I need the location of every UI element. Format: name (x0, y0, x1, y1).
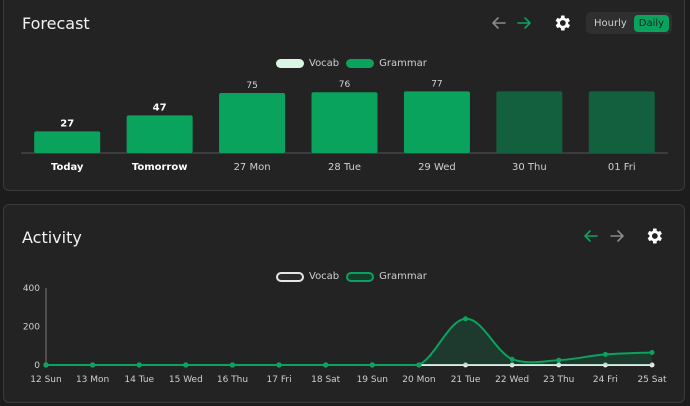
data-point-vocab[interactable] (463, 362, 469, 368)
x-tick-label: 29 Wed (418, 162, 456, 173)
hourly-daily-toggle[interactable]: Hourly Daily (586, 12, 672, 34)
data-point-vocab[interactable] (556, 362, 562, 368)
arrow-left-icon[interactable] (490, 14, 508, 32)
x-tick-label: 15 Wed (169, 375, 203, 385)
x-tick-label: 13 Mon (76, 375, 109, 385)
x-tick-label: 16 Thu (217, 375, 248, 385)
activity-panel: Activity Vocab Grammar 400 200 0 12 Sun 13 … (3, 204, 685, 403)
bar-value-label: 76 (339, 80, 351, 90)
forecast-title: Forecast (22, 14, 90, 33)
legend-swatch-vocab (276, 271, 304, 282)
activity-legend: Vocab Grammar (276, 271, 434, 282)
data-point-vocab[interactable] (602, 362, 608, 368)
gear-icon[interactable] (552, 13, 572, 33)
legend-label-grammar: Grammar (379, 58, 427, 69)
arrow-right-icon[interactable] (608, 227, 626, 245)
forecast-legend: Vocab Grammar (276, 58, 434, 69)
data-point-grammar[interactable] (602, 351, 608, 357)
data-point-grammar[interactable] (509, 356, 515, 362)
data-point-grammar[interactable] (183, 362, 189, 368)
data-point-grammar[interactable] (649, 349, 655, 355)
bar-tomorrow[interactable] (126, 115, 193, 153)
series-area-grammar (46, 318, 652, 365)
bar-30-thu[interactable] (496, 91, 563, 153)
y-tick-label: 0 (34, 361, 40, 371)
data-point-grammar[interactable] (416, 362, 422, 368)
x-tick-label: 27 Mon (234, 162, 271, 173)
bar-29-wed[interactable] (403, 91, 470, 153)
data-point-vocab[interactable] (649, 362, 655, 368)
legend-label-vocab: Vocab (309, 271, 340, 282)
forecast-bar-chart: 27 Today 47 Tomorrow 75 27 Mon 76 28 Tue 77 29 We… (21, 79, 668, 173)
x-tick-label: 22 Wed (495, 375, 529, 385)
data-point-grammar[interactable] (229, 362, 235, 368)
bar-value-label: 77 (431, 79, 442, 89)
x-tick-label: 12 Sun (30, 375, 61, 385)
data-point-vocab[interactable] (509, 362, 515, 368)
x-tick-label: Today (51, 162, 84, 173)
legend-item-vocab[interactable]: Vocab (276, 58, 339, 69)
x-tick-label: 01 Fri (608, 162, 636, 173)
bar-value-label: 47 (153, 102, 167, 113)
x-tick-label: 25 Sat (637, 375, 667, 385)
activity-title: Activity (22, 228, 82, 247)
gear-icon[interactable] (644, 226, 664, 246)
bar-today[interactable] (34, 131, 101, 153)
legend-swatch-vocab (276, 59, 304, 68)
y-tick-label: 200 (23, 323, 40, 333)
activity-line-chart: 400 200 0 12 Sun 13 Mon 14 Tue 15 Wed 16 Thu 17… (23, 284, 667, 385)
data-point-grammar[interactable] (463, 316, 469, 322)
x-tick-label: 21 Tue (451, 375, 481, 385)
forecast-panel: Forecast Hourly Daily Vocab Grammar 27 To… (3, 0, 685, 191)
legend-label-grammar: Grammar (379, 271, 427, 282)
y-tick-label: 400 (23, 284, 40, 294)
x-tick-label: Tomorrow (132, 162, 188, 173)
data-point-grammar[interactable] (90, 362, 96, 368)
legend-item-grammar[interactable]: Grammar (346, 58, 427, 69)
data-point-grammar[interactable] (323, 362, 329, 368)
bar-value-label: 75 (246, 81, 257, 91)
legend-label-vocab: Vocab (309, 58, 340, 69)
x-tick-label: 14 Tue (124, 375, 154, 385)
x-tick-label: 24 Fri (593, 375, 618, 385)
legend-item-vocab[interactable]: Vocab (276, 271, 339, 282)
bar-28-tue[interactable] (311, 92, 378, 153)
data-point-grammar[interactable] (276, 362, 282, 368)
x-tick-label: 23 Thu (543, 375, 574, 385)
toggle-hourly[interactable]: Hourly (594, 17, 627, 29)
x-tick-label: 20 Mon (402, 375, 435, 385)
x-tick-label: 18 Sat (311, 375, 341, 385)
arrow-right-icon[interactable] (515, 14, 533, 32)
x-tick-label: 30 Thu (512, 162, 547, 173)
series-line-grammar (45, 317, 653, 366)
legend-swatch-grammar (346, 271, 375, 282)
data-point-grammar[interactable] (136, 362, 142, 368)
x-tick-label: 19 Sun (357, 375, 388, 385)
bar-27-mon[interactable] (219, 93, 286, 153)
legend-item-grammar[interactable]: Grammar (346, 271, 427, 282)
data-point-grammar[interactable] (43, 362, 49, 368)
x-tick-label: 28 Tue (328, 162, 361, 173)
bar-value-label: 27 (60, 118, 74, 129)
toggle-daily[interactable]: Daily (633, 14, 670, 32)
data-point-grammar[interactable] (556, 357, 562, 363)
bar-01-fri[interactable] (588, 91, 655, 153)
x-tick-label: 17 Fri (267, 375, 292, 385)
data-point-grammar[interactable] (369, 362, 375, 368)
arrow-left-icon[interactable] (582, 227, 600, 245)
legend-swatch-grammar (346, 59, 375, 68)
